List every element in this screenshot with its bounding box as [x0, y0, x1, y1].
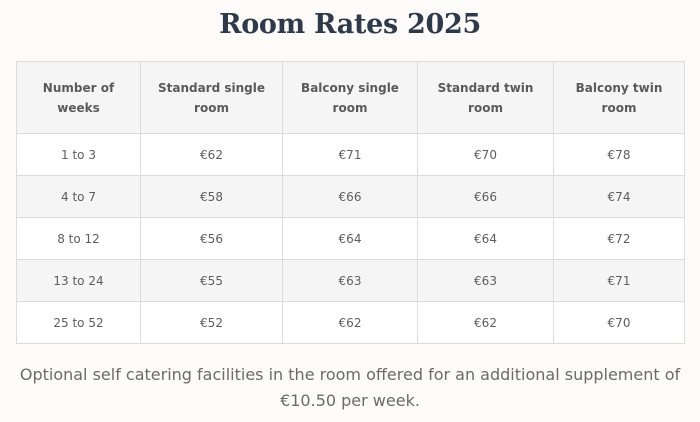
balcony-twin-price: €74 [553, 175, 685, 218]
balcony-twin-price: €70 [553, 301, 685, 344]
page-title: Room Rates 2025 [219, 9, 481, 40]
balcony-twin-price: €71 [553, 259, 685, 302]
standard-single-price: €62 [140, 133, 283, 176]
room-rates-table: Number of weeks Standard single room Bal… [16, 61, 685, 344]
standard-single-price: €56 [140, 217, 283, 260]
standard-twin-price: €66 [417, 175, 554, 218]
header-balcony-single-room: Balcony single room [282, 61, 418, 134]
weeks-cell: 8 to 12 [16, 217, 141, 260]
standard-single-price: €55 [140, 259, 283, 302]
balcony-twin-price: €78 [553, 133, 685, 176]
self-catering-note: Optional self catering facilities in the… [19, 365, 681, 410]
standard-single-price: €52 [140, 301, 283, 344]
table-row: 1 to 3 €62 €71 €70 €78 [16, 133, 685, 176]
table-row: 8 to 12 €56 €64 €64 €72 [16, 217, 685, 260]
table-row: 13 to 24 €55 €63 €63 €71 [16, 259, 685, 302]
weeks-cell: 1 to 3 [16, 133, 141, 176]
standard-single-price: €58 [140, 175, 283, 218]
balcony-single-price: €62 [282, 301, 418, 344]
weeks-cell: 13 to 24 [16, 259, 141, 302]
header-standard-single-room: Standard single room [140, 61, 283, 134]
standard-twin-price: €70 [417, 133, 554, 176]
header-balcony-twin-room: Balcony twin room [553, 61, 685, 134]
weeks-cell: 25 to 52 [16, 301, 141, 344]
balcony-single-price: €63 [282, 259, 418, 302]
standard-twin-price: €62 [417, 301, 554, 344]
weeks-cell: 4 to 7 [16, 175, 141, 218]
standard-twin-price: €64 [417, 217, 554, 260]
balcony-twin-price: €72 [553, 217, 685, 260]
balcony-single-price: €66 [282, 175, 418, 218]
table-row: 25 to 52 €52 €62 €62 €70 [16, 301, 685, 344]
table-row: 4 to 7 €58 €66 €66 €74 [16, 175, 685, 218]
balcony-single-price: €64 [282, 217, 418, 260]
header-number-of-weeks: Number of weeks [16, 61, 141, 134]
standard-twin-price: €63 [417, 259, 554, 302]
balcony-single-price: €71 [282, 133, 418, 176]
table-header-row: Number of weeks Standard single room Bal… [16, 61, 685, 134]
header-standard-twin-room: Standard twin room [417, 61, 554, 134]
